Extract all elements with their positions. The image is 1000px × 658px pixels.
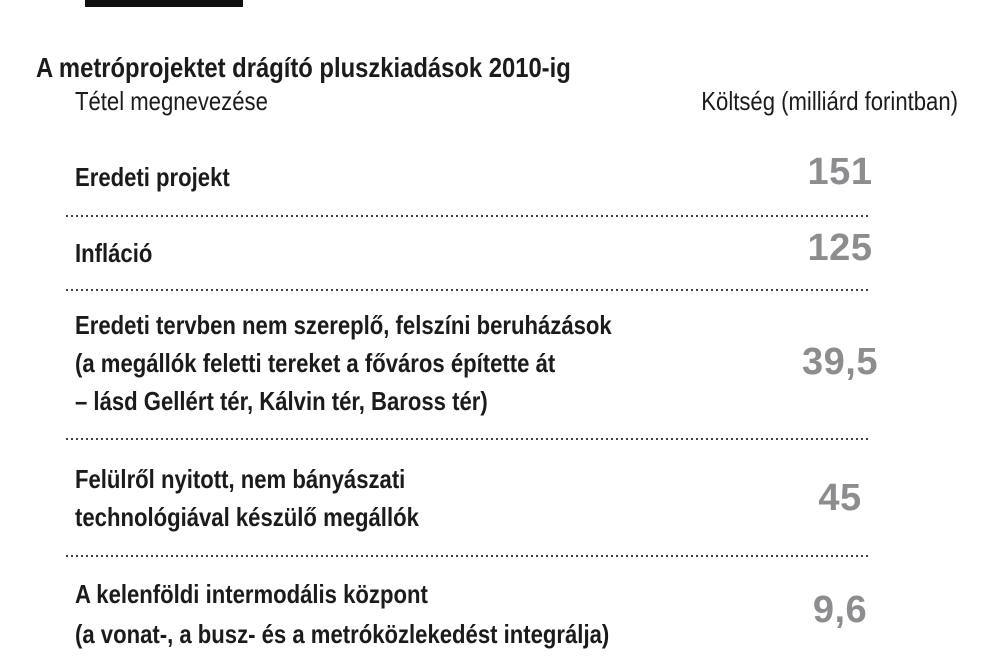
row-value: 125	[807, 227, 873, 269]
row-label-line: technológiával készülő megállók	[75, 502, 419, 532]
column-header-item: Tétel megnevezése	[75, 86, 268, 116]
row-label-line: Felülről nyitott, nem bányászati	[75, 464, 406, 494]
row-label-line: A kelenföldi intermodális központ	[75, 579, 428, 609]
row-label-line: (a megállók feletti tereket a főváros ép…	[75, 348, 556, 378]
row-separator	[66, 555, 871, 557]
row-label-line: Infláció	[75, 238, 153, 268]
row-label: Eredeti projekt	[75, 158, 230, 196]
row-label-line: (a vonat-, a busz- és a metróközlekedést…	[75, 619, 610, 649]
row-label: Infláció	[75, 234, 152, 272]
row-value: 45	[818, 477, 862, 519]
row-separator	[66, 215, 871, 217]
row-value: 9,6	[812, 589, 868, 631]
chart-title: A metróprojektet drágító pluszkiadások 2…	[36, 52, 571, 83]
row-value: 151	[807, 151, 873, 193]
column-header-cost: Költség (milliárd forintban)	[701, 86, 958, 116]
row-label-line: – lásd Gellért tér, Kálvin tér, Baross t…	[75, 386, 488, 416]
row-label-line: Eredeti tervben nem szereplő, felszíni b…	[75, 310, 612, 340]
row-label: Felülről nyitott, nem bányászati technol…	[75, 460, 419, 536]
row-separator	[66, 438, 871, 440]
cropped-artifact-bar	[85, 0, 243, 7]
row-value: 39,5	[802, 341, 878, 383]
row-label: A kelenföldi intermodális központ (a von…	[75, 574, 609, 654]
row-label-line: Eredeti projekt	[75, 162, 230, 192]
row-separator	[66, 289, 871, 291]
row-label: Eredeti tervben nem szereplő, felszíni b…	[75, 306, 612, 420]
